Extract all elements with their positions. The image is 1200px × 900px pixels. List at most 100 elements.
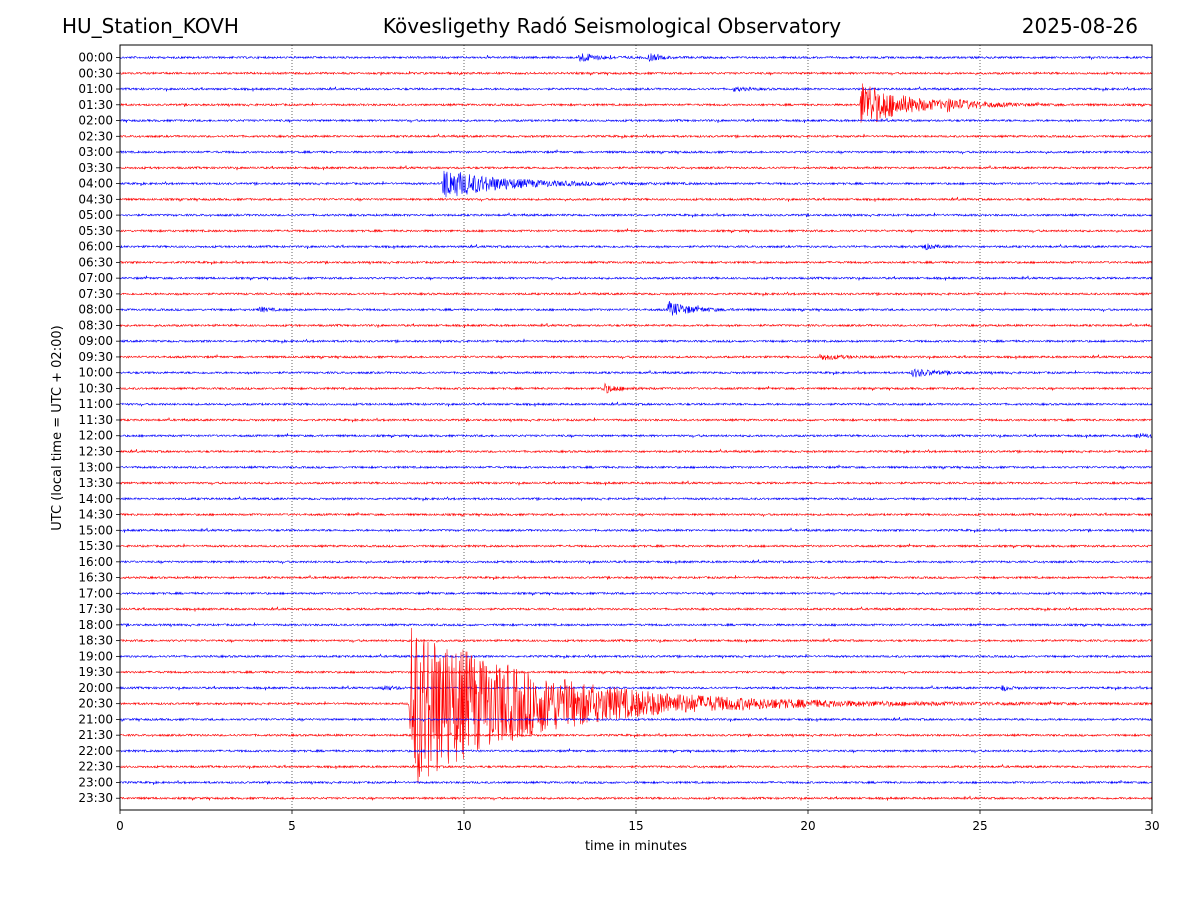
- y-tick-label: 07:30: [78, 287, 113, 301]
- x-axis-label: time in minutes: [585, 839, 687, 854]
- trace-0900: [120, 338, 1152, 344]
- trace-2300: [120, 779, 1152, 786]
- trace-1130: [120, 416, 1152, 423]
- trace-1330: [120, 480, 1152, 486]
- x-tick-label: 15: [628, 819, 643, 833]
- y-tick-label: 10:00: [78, 366, 113, 380]
- trace-0730: [120, 290, 1152, 297]
- y-tick-label: 04:00: [78, 177, 113, 191]
- trace-0000: [120, 53, 1152, 63]
- x-tick-label: 30: [1144, 819, 1159, 833]
- trace-1200: [120, 432, 1152, 439]
- trace-0400: [120, 170, 1152, 198]
- y-tick-label: 19:00: [78, 649, 113, 663]
- x-tick-label: 10: [456, 819, 471, 833]
- trace-2000: [120, 684, 1152, 692]
- trace-0100: [120, 85, 1152, 93]
- y-tick-label: 15:00: [78, 523, 113, 537]
- y-tick-label: 11:30: [78, 413, 113, 427]
- y-tick-label: 13:30: [78, 476, 113, 490]
- trace-1600: [120, 559, 1152, 565]
- trace-1500: [120, 527, 1152, 534]
- trace-1000: [120, 368, 1152, 378]
- trace-1230: [120, 448, 1152, 455]
- y-tick-label: 16:30: [78, 571, 113, 585]
- trace-0630: [120, 259, 1152, 266]
- y-tick-label: 03:30: [78, 161, 113, 175]
- y-tick-label: 17:00: [78, 586, 113, 600]
- y-tick-label: 21:00: [78, 712, 113, 726]
- trace-1700: [120, 590, 1152, 597]
- y-tick-label: 02:00: [78, 114, 113, 128]
- trace-0530: [120, 228, 1152, 234]
- y-tick-label: 10:30: [78, 381, 113, 395]
- y-tick-label: 17:30: [78, 602, 113, 616]
- trace-0830: [120, 322, 1152, 328]
- date-title: 2025-08-26: [1021, 14, 1138, 38]
- y-axis-label: UTC (local time = UTC + 02:00): [50, 325, 65, 530]
- trace-group: [120, 53, 1152, 801]
- y-tick-label: 01:30: [78, 98, 113, 112]
- trace-0230: [120, 133, 1152, 140]
- y-tick-label: 23:00: [78, 775, 113, 789]
- trace-1400: [120, 495, 1152, 502]
- trace-0930: [120, 353, 1152, 361]
- y-tick-label: 23:30: [78, 791, 113, 805]
- observatory-title: Kövesligethy Radó Seismological Observat…: [382, 14, 842, 38]
- y-tick-label: 20:00: [78, 681, 113, 695]
- trace-2130: [120, 732, 1152, 738]
- y-tick-label: 00:00: [78, 51, 113, 65]
- y-tick-label: 04:30: [78, 192, 113, 206]
- trace-1530: [120, 543, 1152, 549]
- station-title: HU_Station_KOVH: [62, 14, 239, 38]
- trace-1100: [120, 401, 1152, 407]
- y-tick-label: 20:30: [78, 697, 113, 711]
- y-tick-label: 01:00: [78, 82, 113, 96]
- trace-0500: [120, 212, 1152, 218]
- y-tick-label: 22:30: [78, 760, 113, 774]
- x-axis: 0 5 10 15 20 25 30: [116, 810, 1160, 833]
- trace-0600: [120, 243, 1152, 251]
- x-tick-label: 20: [800, 819, 815, 833]
- trace-2100: [120, 716, 1152, 723]
- y-tick-label: 06:00: [78, 240, 113, 254]
- y-tick-label: 05:30: [78, 224, 113, 238]
- y-tick-label: 15:30: [78, 539, 113, 553]
- y-tick-label: 05:00: [78, 208, 113, 222]
- trace-1300: [120, 464, 1152, 471]
- y-tick-label: 14:00: [78, 492, 113, 506]
- y-tick-label: 13:00: [78, 460, 113, 474]
- trace-2200: [120, 748, 1152, 754]
- y-tick-label: 09:30: [78, 350, 113, 364]
- trace-2330: [120, 795, 1152, 801]
- x-tick-label: 0: [116, 819, 124, 833]
- trace-0700: [120, 275, 1152, 281]
- y-tick-label: 11:00: [78, 397, 113, 411]
- y-tick-label: 06:30: [78, 255, 113, 269]
- trace-0430: [120, 196, 1152, 203]
- trace-0330: [120, 164, 1152, 171]
- y-tick-label: 12:30: [78, 445, 113, 459]
- trace-0130: [120, 83, 1152, 123]
- y-tick-label: 00:30: [78, 66, 113, 80]
- y-tick-label: 03:00: [78, 145, 113, 159]
- trace-0800: [120, 300, 1152, 316]
- y-tick-label: 14:30: [78, 508, 113, 522]
- y-tick-label: 12:00: [78, 429, 113, 443]
- y-tick-label: 19:30: [78, 665, 113, 679]
- trace-1900: [120, 653, 1152, 660]
- trace-1830: [120, 638, 1152, 644]
- trace-1730: [120, 606, 1152, 612]
- x-tick-label: 25: [972, 819, 987, 833]
- grid-lines: [291, 45, 981, 810]
- y-tick-label: 22:00: [78, 744, 113, 758]
- trace-1030: [120, 382, 1152, 394]
- y-tick-label: 16:00: [78, 555, 113, 569]
- y-tick-label: 18:30: [78, 634, 113, 648]
- y-tick-label: 08:30: [78, 318, 113, 332]
- trace-0200: [120, 118, 1152, 124]
- y-tick-label: 02:30: [78, 129, 113, 143]
- trace-2230: [120, 763, 1152, 770]
